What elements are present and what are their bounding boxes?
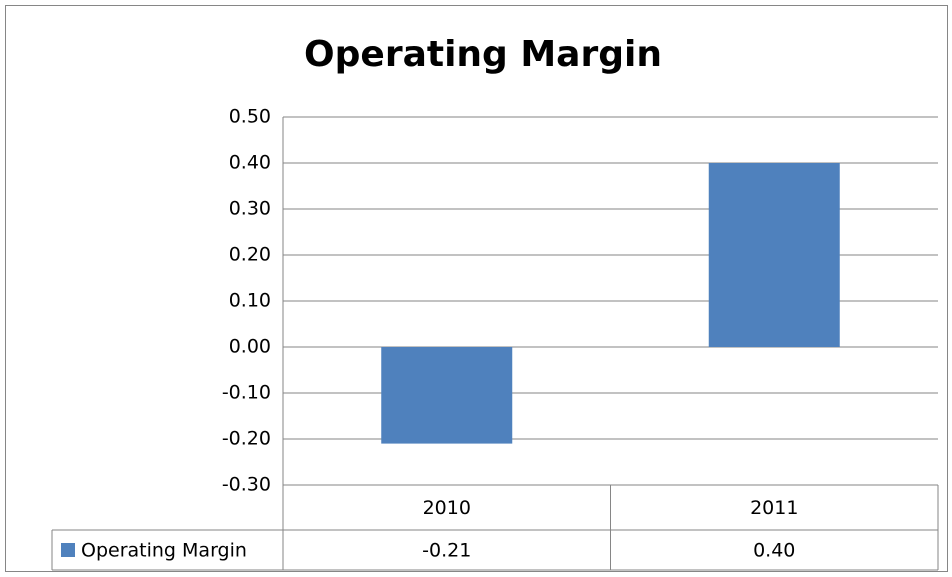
x-tick-label: 2011: [750, 497, 798, 519]
chart-title: Operating Margin: [304, 34, 662, 75]
y-tick-label: 0.40: [229, 152, 271, 174]
table-value: -0.21: [422, 540, 471, 562]
table-value: 0.40: [753, 540, 795, 562]
y-tick-label: 0.30: [229, 198, 271, 220]
bar: [381, 347, 513, 444]
legend-label: Operating Margin: [81, 540, 247, 562]
y-tick-label: -0.10: [222, 382, 271, 404]
y-tick-label: -0.20: [222, 428, 271, 450]
y-tick-label: 0.00: [229, 336, 271, 358]
y-tick-label: 0.20: [229, 244, 271, 266]
bar: [708, 163, 840, 347]
x-tick-label: 2010: [423, 497, 471, 519]
y-tick-label: 0.10: [229, 290, 271, 312]
y-tick-label: -0.30: [222, 474, 271, 496]
legend-key: [61, 543, 75, 557]
y-tick-label: 0.50: [229, 106, 271, 128]
